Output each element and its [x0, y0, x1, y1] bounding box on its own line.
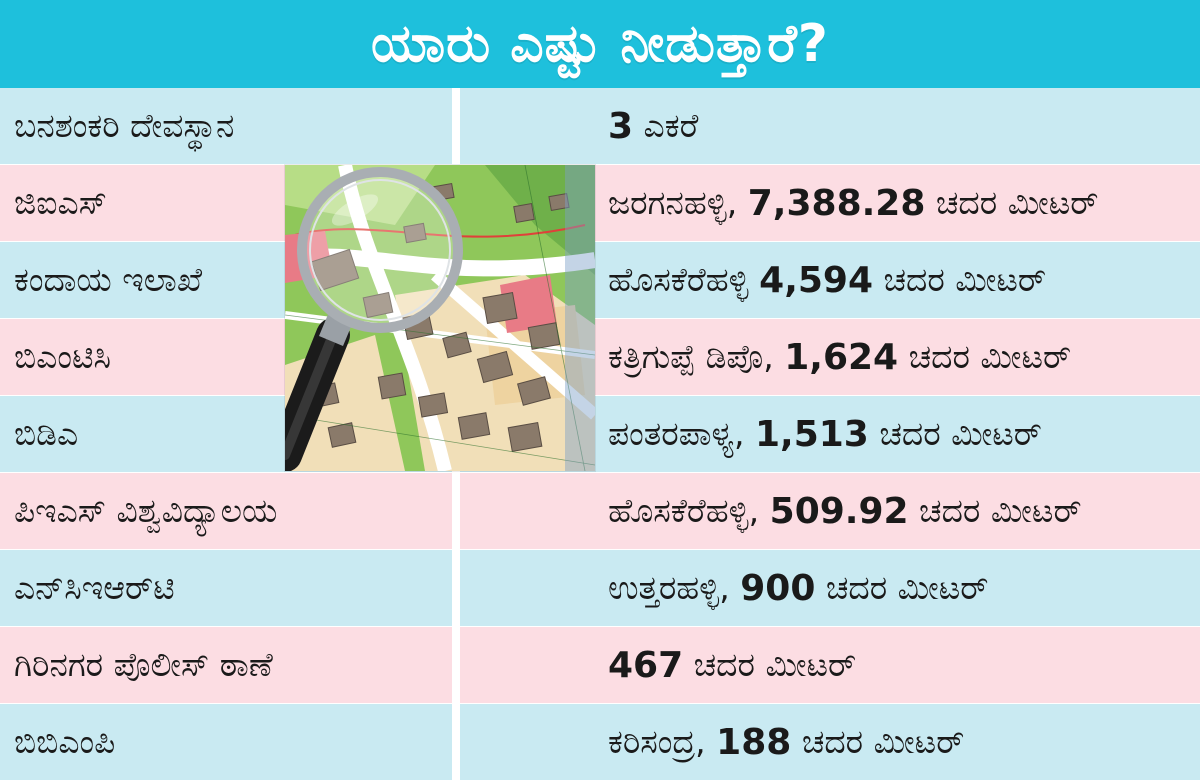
land-unit: ಎಕರೆ [633, 106, 699, 145]
land-cell: ಹೊಸಕೆರೆಹಳ್ಳಿ, 509.92 ಚದರ ಮೀಟರ್ [460, 473, 1200, 549]
place-name: ಉತ್ತರಹಳ್ಳಿ, [608, 568, 741, 607]
table-row: ಪಿಇಎಸ್ ವಿಶ್ವವಿದ್ಯಾಲಯ ಹೊಸಕೆರೆಹಳ್ಳಿ, 509.9… [0, 473, 1200, 549]
land-cell: 3 ಎಕರೆ [460, 88, 1200, 164]
land-quantity: 3 [608, 105, 634, 147]
land-cell: ಉತ್ತರಹಳ್ಳಿ, 900 ಚದರ ಮೀಟರ್ [460, 550, 1200, 626]
org-cell: ಎನ್‌ಸಿಇಆರ್‌ಟಿ [0, 550, 452, 626]
land-cell: ಕರಿಸಂದ್ರ, 188 ಚದರ ಮೀಟರ್ [460, 704, 1200, 780]
table-row: ಎನ್‌ಸಿಇಆರ್‌ಟಿ ಉತ್ತರಹಳ್ಳಿ, 900 ಚದರ ಮೀಟರ್ [0, 550, 1200, 626]
org-name: ಎನ್‌ಸಿಇಆರ್‌ಟಿ [14, 568, 175, 607]
org-cell: ಗಿರಿನಗರ ಪೊಲೀಸ್ ಠಾಣೆ [0, 627, 452, 703]
land-cell: 467 ಚದರ ಮೀಟರ್ [460, 627, 1200, 703]
table-row: ಬನಶಂಕರಿ ದೇವಸ್ಥಾನ 3 ಎಕರೆ [0, 88, 1200, 164]
land-quantity: 900 [740, 567, 816, 609]
land-quantity: 509.92 [769, 490, 909, 532]
land-quantity: 4,594 [759, 259, 874, 301]
place-name: ಜರಗನಹಳ್ಳಿ, [608, 183, 748, 222]
map-magnifier-icon [285, 165, 595, 471]
allocation-table: ಬನಶಂಕರಿ ದೇವಸ್ಥಾನ 3 ಎಕರೆ ಜಿಐಎಸ್ ಜರಗನಹಳ್ಳಿ… [0, 88, 1200, 781]
land-quantity: 188 [716, 721, 792, 763]
table-row: ಬಿಡಿಎ ಪಂತರಪಾಳ್ಯ, 1,513 ಚದರ ಮೀಟರ್ [0, 396, 1200, 472]
land-unit: ಚದರ ಮೀಟರ್ [791, 722, 965, 761]
land-unit: ಚದರ ಮೀಟರ್ [868, 414, 1042, 453]
org-name: ಬಿಡಿಎ [14, 414, 79, 453]
place-name: ಕರಿಸಂದ್ರ, [608, 722, 717, 761]
place-name: ಹೊಸಕೆರೆಹಳ್ಳಿ, [608, 491, 770, 530]
table-row: ಬಿಎಂಟಿಸಿ ಕತ್ರಿಗುಪ್ಪೆ ಡಿಪೊ, 1,624 ಚದರ ಮೀಟ… [0, 319, 1200, 395]
place-name: ಹೊಸಕೆರೆಹಳ್ಳಿ [608, 260, 760, 299]
land-quantity: 467 [608, 644, 684, 686]
org-name: ಗಿರಿನಗರ ಪೊಲೀಸ್ ಠಾಣೆ [14, 645, 273, 684]
land-unit: ಚದರ ಮೀಟರ್ [908, 491, 1082, 530]
org-cell: ಬನಶಂಕರಿ ದೇವಸ್ಥಾನ [0, 88, 452, 164]
land-unit: ಚದರ ಮೀಟರ್ [898, 337, 1072, 376]
table-row: ಗಿರಿನಗರ ಪೊಲೀಸ್ ಠಾಣೆ 467 ಚದರ ಮೀಟರ್ [0, 627, 1200, 703]
org-name: ಬಿಎಂಟಿಸಿ [14, 337, 112, 376]
org-name: ಬಿಬಿಎಂಪಿ [14, 722, 116, 761]
land-unit: ಚದರ ಮೀಟರ್ [815, 568, 989, 607]
org-name: ಪಿಇಎಸ್ ವಿಶ್ವವಿದ್ಯಾಲಯ [14, 491, 278, 530]
org-cell: ಬಿಬಿಎಂಪಿ [0, 704, 452, 780]
table-row: ಜಿಐಎಸ್ ಜರಗನಹಳ್ಳಿ, 7,388.28 ಚದರ ಮೀಟರ್ [0, 165, 1200, 241]
land-unit: ಚದರ ಮೀಟರ್ [683, 645, 857, 684]
org-name: ಬನಶಂಕರಿ ದೇವಸ್ಥಾನ [14, 106, 235, 145]
header-banner: ಯಾರು ಎಷ್ಟು ನೀಡುತ್ತಾರೆ? [0, 0, 1200, 88]
org-name: ಜಿಐಎಸ್ [14, 183, 107, 222]
place-name: ಕತ್ರಿಗುಪ್ಪೆ ಡಿಪೊ, [608, 337, 785, 376]
table-row: ಕಂದಾಯ ಇಲಾಖೆ ಹೊಸಕೆರೆಹಳ್ಳಿ 4,594 ಚದರ ಮೀಟರ್ [0, 242, 1200, 318]
table-row: ಬಿಬಿಎಂಪಿ ಕರಿಸಂದ್ರ, 188 ಚದರ ಮೀಟರ್ [0, 704, 1200, 780]
land-quantity: 1,513 [754, 413, 869, 455]
land-quantity: 1,624 [784, 336, 899, 378]
page-title: ಯಾರು ಎಷ್ಟು ನೀಡುತ್ತಾರೆ? [371, 13, 829, 74]
org-name: ಕಂದಾಯ ಇಲಾಖೆ [14, 260, 203, 299]
place-name: ಪಂತರಪಾಳ್ಯ, [608, 414, 755, 453]
map-illustration [285, 165, 595, 471]
org-cell: ಪಿಇಎಸ್ ವಿಶ್ವವಿದ್ಯಾಲಯ [0, 473, 452, 549]
land-unit: ಚದರ ಮೀಟರ್ [873, 260, 1047, 299]
land-quantity: 7,388.28 [747, 182, 926, 224]
land-unit: ಚದರ ಮೀಟರ್ [925, 183, 1099, 222]
